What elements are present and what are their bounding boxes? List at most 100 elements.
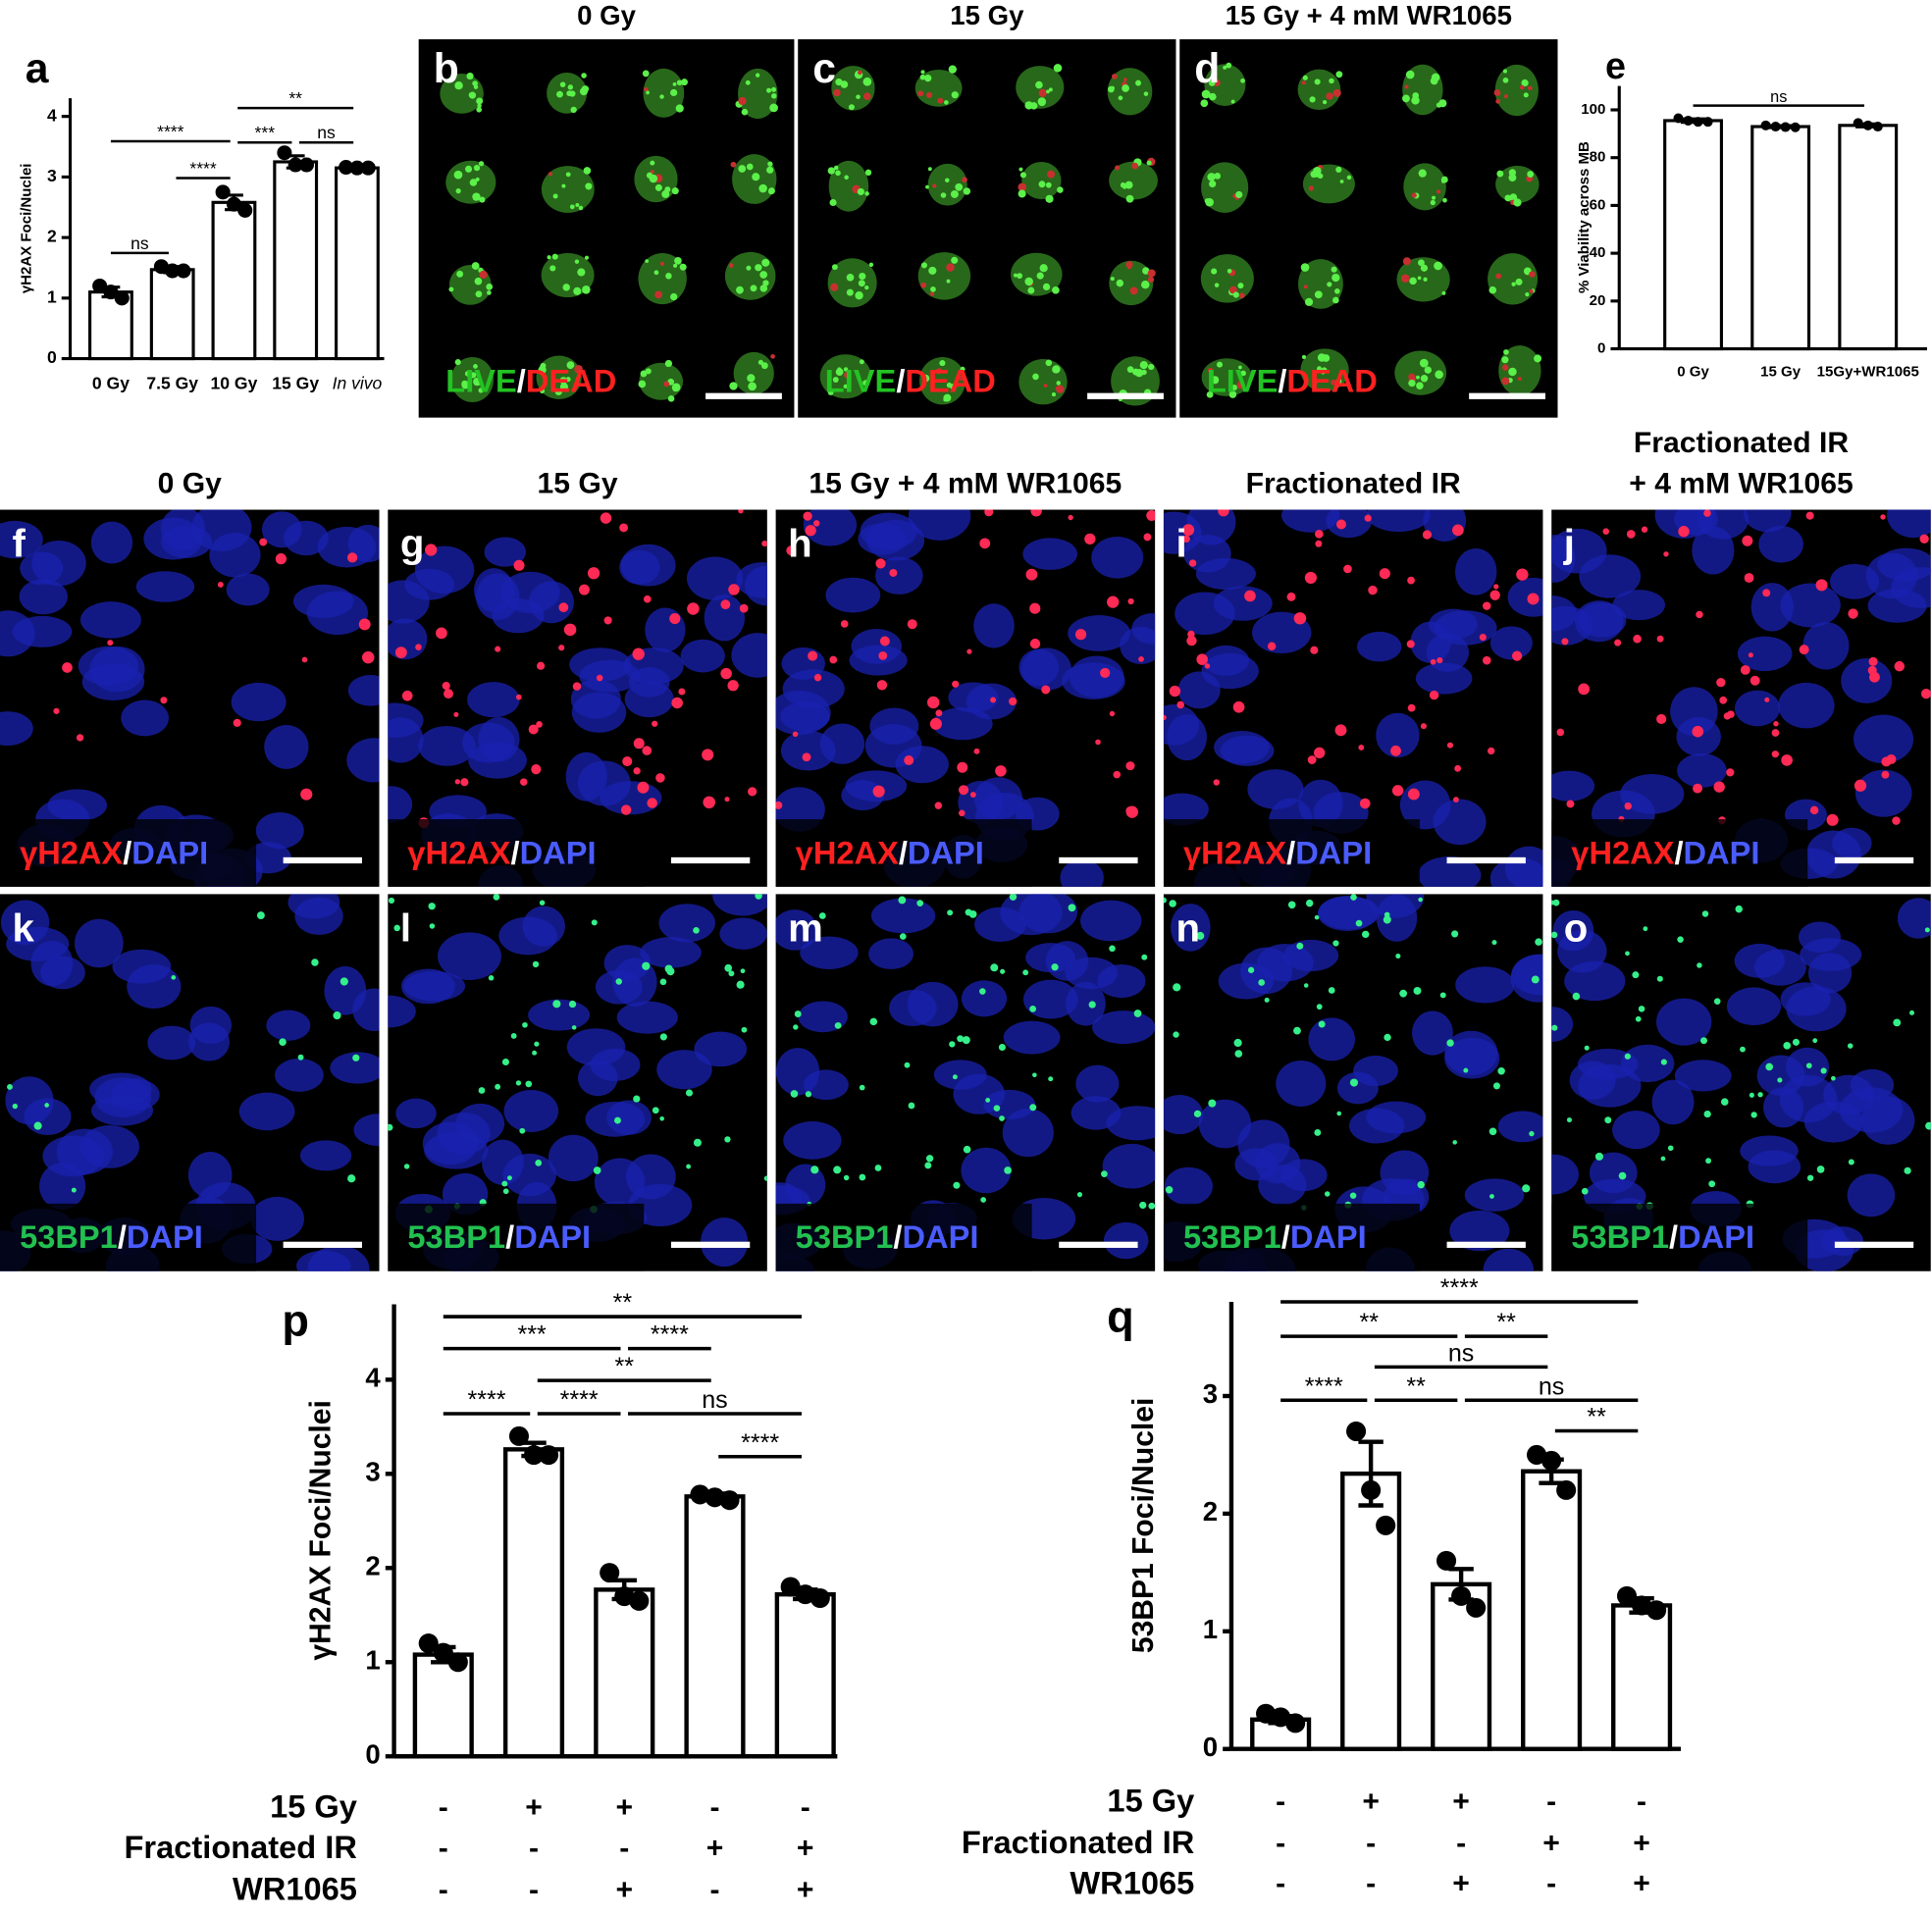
cell-dot [1122, 84, 1129, 92]
cell-dot [759, 271, 768, 279]
nucleus [79, 1124, 139, 1168]
focus [1267, 642, 1277, 650]
stain-label: 53BP1/DAPI [1183, 1219, 1367, 1255]
cell-dot [946, 263, 955, 272]
focus [1816, 1165, 1825, 1173]
focus [1566, 800, 1575, 808]
cell-dot [1053, 64, 1063, 73]
cell-dot [566, 361, 575, 370]
nucleus [1003, 1020, 1061, 1055]
stain-part: / [505, 1219, 514, 1255]
stain-label: 53BP1/DAPI [796, 1219, 979, 1255]
nucleus [800, 936, 859, 969]
cell-dot [1223, 65, 1227, 70]
stain-part: / [118, 1219, 127, 1255]
focus [1232, 700, 1245, 713]
significance-label: ns [317, 123, 336, 142]
focus [993, 1105, 1001, 1112]
focus [1744, 573, 1754, 583]
condition-sign: + [1542, 1827, 1560, 1859]
x-tick-label: 15 Gy [272, 374, 319, 393]
cell-dot [1301, 354, 1307, 360]
significance-label: ** [288, 88, 302, 108]
cell-dot [1123, 78, 1127, 82]
cell-dot [835, 368, 844, 376]
cell-dot [1420, 375, 1429, 383]
stain-label: γH2AX/DAPI [20, 835, 208, 870]
stain-part: γH2AX [1183, 835, 1286, 870]
focus [563, 623, 577, 637]
focus [300, 788, 313, 801]
cell-dot [1424, 366, 1432, 374]
cell-dot [1508, 174, 1517, 182]
nucleus [719, 917, 767, 950]
cell-dot [1326, 92, 1333, 100]
cell-dot [1208, 79, 1216, 86]
focus [1296, 942, 1304, 950]
cell-dot [475, 177, 480, 181]
column-title: 15 Gy + 4 mM WR1065 [1226, 0, 1512, 30]
focus [460, 778, 469, 787]
x-tick-label: 10 Gy [211, 374, 258, 393]
focus [442, 681, 450, 691]
data-point [1616, 1585, 1638, 1606]
cell-dot [864, 169, 872, 177]
bar [1521, 1469, 1583, 1751]
focus [593, 1166, 601, 1174]
cell-dot [1504, 194, 1512, 202]
cell-dot [1332, 88, 1341, 98]
cell-dot [671, 383, 681, 392]
focus [519, 1127, 526, 1134]
focus [1708, 1180, 1716, 1188]
cell-dot [1042, 283, 1051, 291]
focus [1529, 1130, 1535, 1137]
cell-dot [559, 377, 568, 385]
cell-dot [844, 371, 851, 379]
focus [1413, 987, 1422, 995]
stain-label: 53BP1/DAPI [1571, 1219, 1754, 1255]
nucleus [467, 682, 520, 718]
nucleus [712, 894, 767, 916]
nucleus [783, 1120, 842, 1160]
nucleus [1075, 1064, 1120, 1103]
focus [963, 1145, 971, 1154]
stain-part: DAPI [127, 1219, 203, 1255]
focus [436, 627, 447, 640]
cell-dot [548, 172, 553, 177]
stain-part: DAPI [520, 835, 597, 870]
cell-dot [1110, 277, 1115, 282]
cell-dot [919, 74, 926, 80]
cell-dot [1320, 369, 1326, 375]
cell-dot [1501, 377, 1510, 386]
focus [1764, 697, 1770, 702]
focus [929, 717, 942, 730]
data-point [1256, 1703, 1277, 1724]
focus [346, 552, 358, 563]
focus [637, 781, 650, 794]
cell-dot [663, 381, 670, 388]
focus [728, 584, 740, 596]
focus [495, 1083, 501, 1090]
focus [1328, 987, 1335, 994]
cell-dot [864, 285, 869, 290]
cell-dot [944, 100, 949, 105]
nucleus [1734, 943, 1785, 978]
focus [1894, 660, 1906, 672]
panel-letter: l [400, 907, 411, 951]
cell-dot [1131, 162, 1139, 170]
spheroid [1109, 161, 1158, 200]
focus [558, 602, 569, 613]
focus [843, 1174, 850, 1181]
cell-dot [473, 164, 481, 172]
cell-dot [473, 84, 479, 89]
nucleus [1897, 898, 1931, 939]
nucleus [775, 691, 831, 736]
stain-part: LIVE [445, 363, 517, 398]
cell-dot [676, 79, 683, 86]
focus [1383, 915, 1391, 924]
nucleus [1551, 770, 1595, 802]
focus [965, 908, 972, 916]
focus [525, 1080, 533, 1088]
focus [1141, 954, 1148, 960]
cell-dot [759, 285, 768, 292]
